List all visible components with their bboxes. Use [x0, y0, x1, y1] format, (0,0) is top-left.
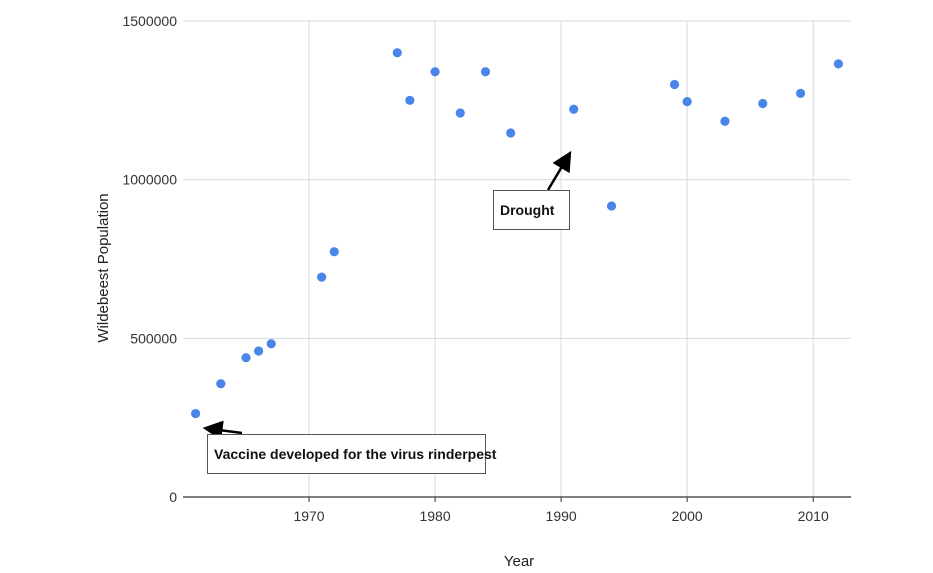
- annotation-arrow-vaccine: [202, 420, 243, 441]
- data-point: [254, 346, 264, 356]
- data-point: [758, 98, 768, 109]
- x-tick-label: 2000: [672, 508, 703, 524]
- data-point: [191, 408, 201, 419]
- data-point: [569, 104, 579, 114]
- annotation-arrow-drought: [546, 150, 572, 191]
- data-point: [795, 88, 806, 98]
- data-point: [833, 59, 843, 69]
- y-tick-label: 1500000: [122, 13, 177, 29]
- x-tick-label: 1990: [546, 508, 577, 524]
- tick-label-layer: 0 500000 1000000 1500000 1970 1980 1990 2000 201…: [122, 13, 828, 524]
- grid-layer: [183, 20, 851, 502]
- data-point: [216, 379, 226, 389]
- data-point: [317, 272, 327, 282]
- data-point: [405, 95, 415, 105]
- data-point: [455, 108, 465, 118]
- x-tick-label: 1970: [293, 508, 324, 524]
- data-point: [266, 339, 276, 349]
- annotation-drought: Drought: [493, 190, 570, 230]
- x-axis-title: Year: [504, 553, 534, 570]
- data-point: [392, 48, 402, 58]
- x-tick-label: 1980: [419, 508, 450, 524]
- data-point: [430, 67, 440, 77]
- data-point: [506, 128, 516, 138]
- data-point: [669, 79, 680, 90]
- y-tick-label: 500000: [130, 330, 177, 346]
- x-tick-label: 2010: [798, 508, 829, 524]
- annotation-vaccine: Vaccine developed for the virus rinderpe…: [207, 434, 496, 474]
- y-tick-label: 0: [169, 489, 177, 505]
- data-point: [329, 247, 339, 257]
- y-axis-title: Wildebeest Population: [95, 193, 112, 342]
- data-point: [720, 116, 730, 126]
- data-point: [241, 353, 251, 363]
- data-point: [606, 201, 617, 211]
- data-point-layer: [191, 48, 843, 419]
- data-point: [480, 67, 491, 77]
- annotation-arrow-layer: [202, 150, 572, 441]
- data-point: [682, 97, 692, 107]
- y-tick-label: 1000000: [122, 172, 177, 188]
